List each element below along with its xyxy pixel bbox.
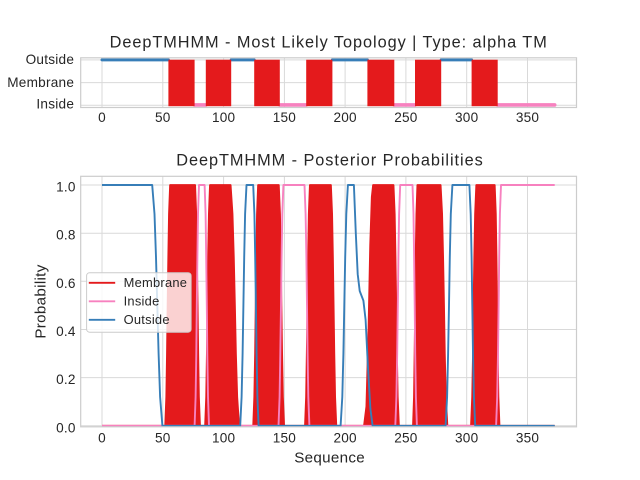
svg-text:350: 350 — [516, 110, 540, 125]
svg-text:200: 200 — [333, 110, 357, 125]
svg-text:Inside: Inside — [36, 97, 74, 112]
svg-text:DeepTMHMM - Posterior Probabil: DeepTMHMM - Posterior Probabilities — [176, 152, 483, 170]
svg-text:100: 100 — [212, 431, 236, 446]
svg-text:Outside: Outside — [124, 312, 170, 327]
svg-text:1.0: 1.0 — [56, 180, 76, 195]
svg-text:50: 50 — [155, 431, 171, 446]
svg-text:0.2: 0.2 — [56, 372, 76, 387]
svg-text:0.6: 0.6 — [56, 276, 76, 291]
svg-text:0: 0 — [98, 110, 106, 125]
svg-text:0.0: 0.0 — [56, 420, 76, 435]
svg-text:200: 200 — [333, 431, 357, 446]
svg-text:0.8: 0.8 — [56, 228, 76, 243]
svg-text:150: 150 — [273, 431, 297, 446]
svg-text:Outside: Outside — [26, 52, 75, 67]
svg-text:Membrane: Membrane — [124, 275, 188, 290]
svg-text:Probability: Probability — [32, 264, 49, 338]
svg-text:0.4: 0.4 — [56, 324, 76, 339]
svg-text:350: 350 — [516, 431, 540, 446]
svg-text:Sequence: Sequence — [294, 450, 365, 467]
svg-text:300: 300 — [455, 110, 479, 125]
svg-text:0: 0 — [98, 431, 106, 446]
svg-text:Inside: Inside — [124, 294, 160, 309]
svg-text:DeepTMHMM - Most Likely Topolo: DeepTMHMM - Most Likely Topology | Type:… — [110, 34, 548, 52]
svg-text:50: 50 — [155, 110, 171, 125]
svg-text:Membrane: Membrane — [7, 75, 74, 90]
svg-text:250: 250 — [394, 431, 418, 446]
svg-text:100: 100 — [212, 110, 236, 125]
svg-text:250: 250 — [394, 110, 418, 125]
svg-text:300: 300 — [455, 431, 479, 446]
svg-text:150: 150 — [273, 110, 297, 125]
